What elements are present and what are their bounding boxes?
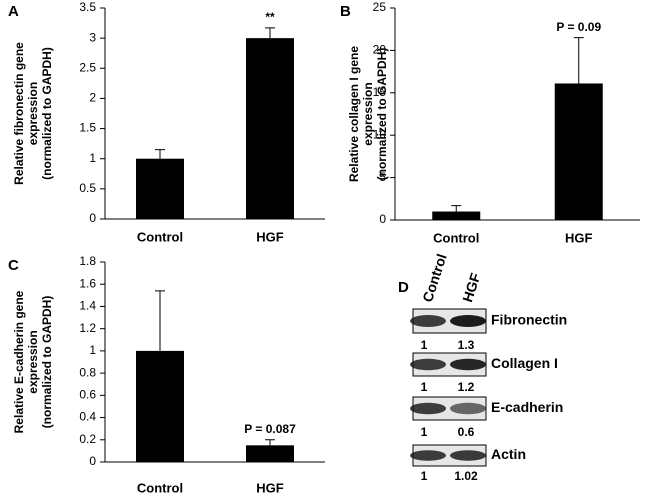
- y-tick-label: 1: [89, 343, 96, 357]
- annotation: P = 0.09: [556, 20, 601, 34]
- blot-band: [450, 450, 486, 461]
- panel-label: C: [8, 257, 19, 274]
- protein-label: E-cadherin: [491, 399, 563, 415]
- x-tick-label: Control: [137, 480, 183, 495]
- y-tick-label: 2.5: [79, 60, 96, 74]
- error-bar: [265, 27, 275, 39]
- blot-band: [410, 402, 446, 415]
- blot-value: 0.6: [458, 425, 475, 439]
- x-tick-label: HGF: [565, 230, 593, 245]
- y-tick-label: 0: [89, 211, 96, 225]
- blot-band: [410, 450, 446, 461]
- y-axis-label: (normalized to GAPDH): [40, 296, 54, 429]
- blot-value: 1: [421, 338, 428, 352]
- blot-band: [450, 402, 486, 415]
- x-tick-label: HGF: [256, 480, 284, 495]
- blot-value: 1.2: [458, 380, 475, 394]
- error-bar: [573, 37, 584, 84]
- bar: [246, 445, 294, 462]
- y-tick-label: 0.2: [79, 432, 96, 446]
- blot-value: 1.02: [454, 469, 478, 483]
- y-tick-label: 15: [373, 85, 387, 99]
- y-axis-label: (normalized to GAPDH): [40, 47, 54, 180]
- y-tick-label: 10: [373, 127, 387, 141]
- blot-band: [410, 358, 446, 371]
- bar: [432, 211, 481, 220]
- bar: [136, 350, 184, 462]
- y-axis-label: Relative fibronectin gene: [12, 42, 26, 185]
- error-bar: [155, 290, 165, 351]
- blot-band: [450, 358, 486, 371]
- y-axis-label: expression: [26, 82, 40, 145]
- panel-label: A: [8, 3, 19, 20]
- annotation: P = 0.087: [244, 422, 296, 436]
- panel-label: B: [340, 3, 351, 20]
- y-tick-label: 25: [373, 0, 387, 14]
- y-tick-label: 0: [89, 454, 96, 468]
- y-tick-label: 1.5: [79, 121, 96, 135]
- panel-label: D: [398, 279, 409, 296]
- y-tick-label: 1.6: [79, 276, 96, 290]
- y-tick-label: 1.2: [79, 321, 96, 335]
- y-tick-label: 2: [89, 91, 96, 105]
- bar: [554, 83, 603, 220]
- annotation: **: [265, 10, 275, 24]
- bar: [136, 158, 184, 219]
- protein-label: Actin: [491, 446, 526, 462]
- error-bar: [155, 149, 165, 159]
- y-tick-label: 3.5: [79, 0, 96, 14]
- bar: [246, 38, 294, 220]
- y-tick-label: 1.8: [79, 254, 96, 268]
- y-tick-label: 0.5: [79, 181, 96, 195]
- x-tick-label: Control: [433, 230, 479, 245]
- lane-label: HGF: [459, 271, 483, 304]
- y-tick-label: 20: [373, 43, 387, 57]
- y-axis-label: Relative collagen I gene: [347, 46, 361, 182]
- y-tick-label: 1.4: [79, 299, 96, 313]
- y-tick-label: 0.8: [79, 365, 96, 379]
- x-tick-label: HGF: [256, 229, 284, 244]
- y-tick-label: 0: [379, 212, 386, 226]
- error-bar: [451, 205, 462, 212]
- blot-value: 1: [421, 469, 428, 483]
- blot-value: 1: [421, 425, 428, 439]
- y-axis-label: expression: [26, 330, 40, 393]
- y-axis-label: expression: [361, 82, 375, 145]
- y-tick-label: 5: [379, 170, 386, 184]
- y-tick-label: 0.6: [79, 388, 96, 402]
- x-tick-label: Control: [137, 229, 183, 244]
- y-tick-label: 0.4: [79, 410, 96, 424]
- blot-value: 1.3: [458, 338, 475, 352]
- blot-band: [410, 315, 446, 327]
- y-axis-label: (normalized to GAPDH): [375, 48, 389, 181]
- y-tick-label: 1: [89, 151, 96, 165]
- protein-label: Collagen I: [491, 355, 558, 371]
- protein-label: Fibronectin: [491, 312, 567, 328]
- blot-value: 1: [421, 380, 428, 394]
- y-tick-label: 3: [89, 30, 96, 44]
- error-bar: [265, 439, 275, 446]
- y-axis-label: Relative E-cadherin gene: [12, 290, 26, 433]
- blot-band: [450, 315, 486, 327]
- lane-label: Control: [419, 252, 450, 304]
